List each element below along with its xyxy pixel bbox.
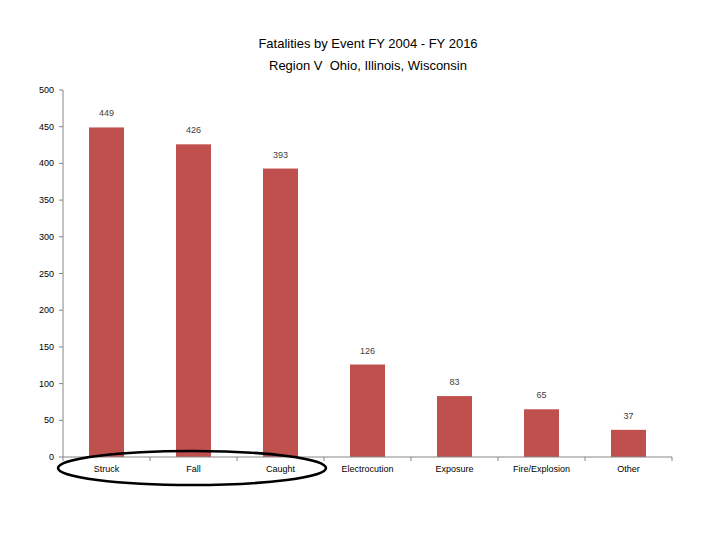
- highlight-ellipse: [58, 451, 326, 485]
- y-tick: [59, 90, 63, 91]
- data-label: 83: [449, 377, 459, 387]
- data-label: 449: [99, 108, 114, 118]
- bar: [437, 396, 472, 457]
- y-tick-label: 100: [39, 379, 54, 389]
- chart-container: Fatalities by Event FY 2004 - FY 2016 Reg…: [0, 0, 720, 540]
- y-tick-label: 250: [39, 269, 54, 279]
- chart-svg: Fatalities by Event FY 2004 - FY 2016 Reg…: [0, 0, 720, 540]
- y-tick-label: 300: [39, 232, 54, 242]
- y-tick-label: 200: [39, 305, 54, 315]
- x-tick: [63, 457, 64, 461]
- bar: [263, 169, 298, 457]
- x-tick-label: Fire/Explosion: [513, 464, 570, 474]
- x-tick: [498, 457, 499, 461]
- y-tick: [59, 163, 63, 164]
- x-tick-label: Other: [617, 464, 640, 474]
- y-tick-label: 0: [49, 452, 54, 462]
- x-tick-label: Electrocution: [341, 464, 393, 474]
- x-tick-label: Caught: [266, 464, 296, 474]
- y-axis-line: [63, 90, 64, 457]
- y-tick-label: 400: [39, 158, 54, 168]
- bar: [350, 365, 385, 457]
- data-label: 393: [273, 150, 288, 160]
- y-tick-label: 50: [44, 415, 54, 425]
- x-tick: [324, 457, 325, 461]
- bar: [176, 144, 211, 457]
- bars: [89, 127, 646, 457]
- y-tick: [59, 346, 63, 347]
- x-tick: [150, 457, 151, 461]
- y-tick: [59, 236, 63, 237]
- y-tick-label: 450: [39, 122, 54, 132]
- chart-subtitle: Region V Ohio, Illinois, Wisconsin: [269, 58, 467, 73]
- x-tick: [237, 457, 238, 461]
- x-axis: Struck Fall Caught Electrocution Exposure Fir…: [63, 457, 672, 474]
- y-tick: [59, 200, 63, 201]
- x-tick-label: Exposure: [435, 464, 473, 474]
- x-axis-line: [63, 457, 672, 458]
- y-tick: [59, 457, 63, 458]
- y-tick: [59, 383, 63, 384]
- y-tick: [59, 126, 63, 127]
- x-tick-label: Struck: [94, 464, 120, 474]
- x-tick: [585, 457, 586, 461]
- data-label: 37: [623, 411, 633, 421]
- data-label: 426: [186, 125, 201, 135]
- y-tick: [59, 273, 63, 274]
- y-tick-label: 500: [39, 85, 54, 95]
- x-tick: [672, 457, 673, 461]
- y-tick: [59, 420, 63, 421]
- y-tick: [59, 310, 63, 311]
- x-tick: [411, 457, 412, 461]
- x-tick-label: Fall: [186, 464, 201, 474]
- y-tick-label: 350: [39, 195, 54, 205]
- bar: [524, 409, 559, 457]
- bar: [89, 127, 124, 457]
- data-labels: 449 426 393 126 83 65 37: [99, 108, 634, 420]
- data-label: 126: [360, 346, 375, 356]
- data-label: 65: [536, 390, 546, 400]
- bar: [611, 430, 646, 457]
- y-tick-label: 150: [39, 342, 54, 352]
- y-axis: 0 50 100 150 200 250 300 350 400 450 500: [39, 85, 63, 462]
- chart-title: Fatalities by Event FY 2004 - FY 2016: [258, 36, 477, 51]
